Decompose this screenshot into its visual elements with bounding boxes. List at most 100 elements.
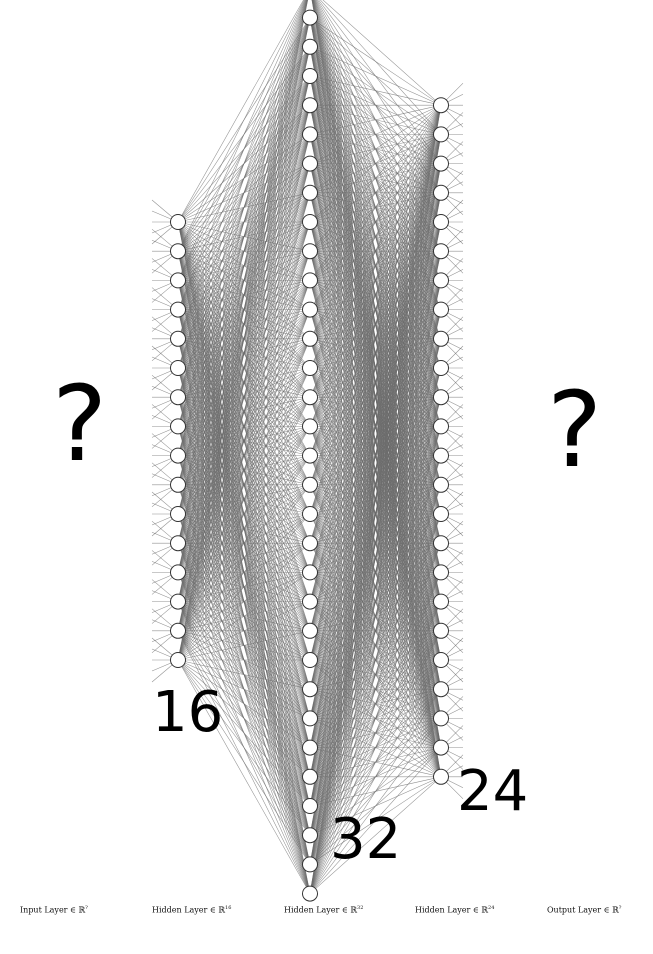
hidden-layer-2-neuron	[302, 38, 318, 55]
hidden-layer-2-neuron	[302, 301, 318, 318]
connection	[309, 747, 442, 894]
hidden-layer-2-neuron	[302, 360, 318, 376]
connection	[177, 572, 311, 661]
hidden-layer-2-neuron	[302, 798, 318, 814]
connection	[309, 105, 442, 310]
connection	[309, 367, 442, 894]
connection	[177, 105, 311, 661]
hidden-layer-3-neuron	[433, 564, 449, 581]
hidden-layer-3-neuron	[433, 97, 449, 114]
connection	[309, 192, 442, 894]
connection	[177, 426, 311, 661]
connection	[177, 192, 311, 661]
connection	[177, 0, 308, 515]
connection	[309, 484, 442, 894]
hidden-layer-1-neuron	[170, 214, 186, 230]
connection	[309, 105, 442, 252]
hidden-layer-1-neuron	[170, 506, 186, 522]
connection	[177, 601, 311, 661]
hidden-layer-2-neuron	[302, 593, 318, 610]
connection	[177, 659, 311, 719]
hidden-layer-1-neuron	[170, 564, 186, 581]
connection	[177, 0, 309, 661]
hidden-layer-2-neuron	[302, 184, 318, 201]
connection	[309, 105, 442, 631]
hidden-layer-2-neuron	[302, 681, 318, 698]
hidden-layer-3-neuron	[433, 768, 449, 785]
connection	[177, 0, 308, 573]
connection	[177, 0, 308, 602]
connection	[177, 46, 311, 661]
hidden-layer-3-neuron	[433, 681, 449, 698]
hidden-layer-3-neuron	[433, 652, 449, 668]
connection	[177, 163, 311, 661]
connection	[309, 105, 442, 544]
hidden-layer-2-neuron	[302, 652, 318, 668]
hidden-layer-2-neuron	[302, 330, 318, 347]
connection	[177, 134, 311, 661]
connection	[309, 105, 442, 661]
connection	[177, 659, 311, 894]
connection	[309, 455, 442, 894]
connection	[309, 776, 442, 894]
connection	[309, 105, 442, 719]
connection	[309, 105, 442, 485]
hidden-layer-2-neuron	[302, 9, 318, 26]
connection	[309, 46, 442, 106]
connection	[177, 630, 311, 661]
connection	[177, 397, 311, 661]
connection	[177, 542, 311, 661]
connection	[309, 426, 442, 894]
connection	[177, 338, 311, 661]
hidden-layer-3-neuron	[433, 301, 449, 318]
hidden-layer-3-neuron	[433, 622, 449, 639]
hidden-layer-1-neuron	[170, 389, 186, 406]
hidden-layer-2-neuron	[302, 447, 318, 464]
hidden-layer-2-label: Hidden Layer ∈ ℝ32	[284, 905, 364, 915]
connection	[309, 513, 442, 894]
connection	[309, 134, 442, 894]
connection	[177, 251, 311, 661]
hidden-layer-1-neuron	[170, 476, 186, 493]
hidden-layer-3-neuron	[433, 126, 449, 143]
hidden-layer-3-neuron	[433, 184, 449, 201]
input-layer-label: Input Layer ∈ ℝ?	[20, 905, 88, 915]
connection	[309, 104, 442, 135]
connection	[309, 689, 442, 894]
connection	[309, 601, 442, 894]
connection	[309, 105, 442, 777]
connection	[309, 105, 442, 369]
connection	[309, 17, 442, 106]
input-layer-placeholder: ?	[52, 363, 108, 485]
connection	[309, 105, 442, 748]
hidden-layer-2-neuron	[302, 768, 318, 785]
hidden-layer-1-count: 16	[152, 680, 224, 745]
hidden-layer-1-neuron	[170, 330, 186, 347]
connection	[309, 338, 442, 894]
connection	[309, 309, 442, 894]
connection	[309, 659, 442, 894]
connection	[177, 367, 311, 661]
hidden-layer-3-neuron	[433, 476, 449, 493]
hidden-layer-2-neuron	[302, 535, 318, 552]
hidden-layer-2-neuron	[302, 214, 318, 230]
connection	[309, 105, 442, 894]
connection	[309, 163, 442, 894]
connection	[309, 105, 442, 690]
hidden-layer-1-neuron	[170, 593, 186, 610]
connection	[309, 543, 442, 894]
hidden-layer-2-neuron	[302, 476, 318, 493]
hidden-layer-1-neuron	[170, 652, 186, 668]
hidden-layer-3-count: 24	[457, 759, 529, 824]
connection	[177, 309, 311, 661]
hidden-layer-2-neuron	[302, 564, 318, 581]
hidden-layer-2-neuron	[302, 885, 318, 902]
connection	[177, 659, 311, 865]
connection	[309, 105, 442, 398]
hidden-layer-1-neuron	[170, 243, 186, 260]
connection	[309, 104, 442, 194]
neurons	[170, 9, 449, 902]
connection	[309, 104, 442, 223]
connection	[177, 0, 308, 631]
hidden-layer-3-neuron	[433, 330, 449, 347]
